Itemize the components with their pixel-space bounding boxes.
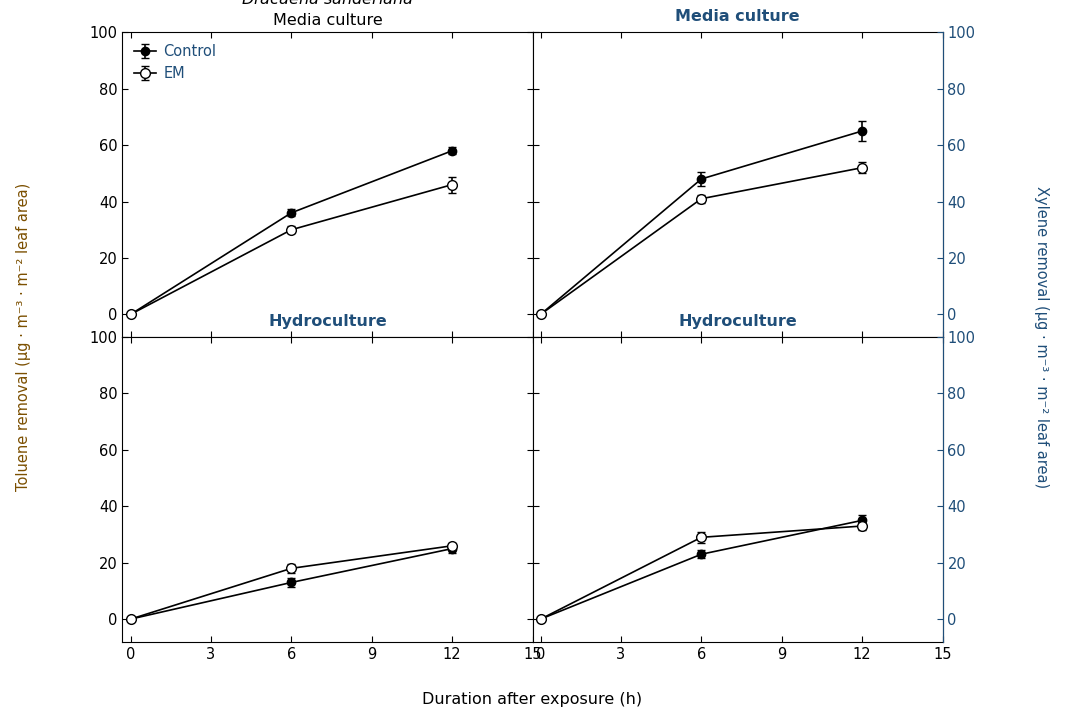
Title: Hydroculture: Hydroculture: [268, 314, 387, 329]
Text: Duration after exposure (h): Duration after exposure (h): [423, 692, 642, 706]
Legend: Control, EM: Control, EM: [130, 39, 220, 85]
Text: Xylene removal (μg · m⁻³ · m⁻² leaf area): Xylene removal (μg · m⁻³ · m⁻² leaf area…: [1034, 186, 1049, 488]
Title: $\it{Dracaena\ sanderiana}$
Media culture: $\it{Dracaena\ sanderiana}$ Media cultur…: [242, 0, 413, 28]
Title: Hydroculture: Hydroculture: [678, 314, 797, 329]
Title: Media culture: Media culture: [675, 9, 800, 24]
Text: Toluene removal (μg · m⁻³ · m⁻² leaf area): Toluene removal (μg · m⁻³ · m⁻² leaf are…: [16, 183, 31, 491]
